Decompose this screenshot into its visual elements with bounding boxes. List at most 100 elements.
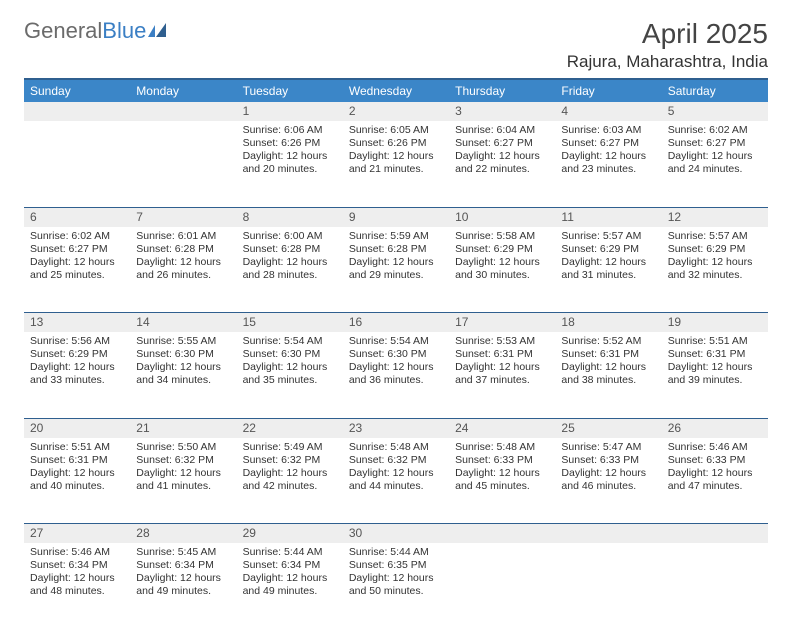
day-details: Sunrise: 5:54 AMSunset: 6:30 PMDaylight:… [237, 332, 343, 394]
day-details: Sunrise: 5:51 AMSunset: 6:31 PMDaylight:… [662, 332, 768, 394]
day-details: Sunrise: 6:02 AMSunset: 6:27 PMDaylight:… [662, 121, 768, 183]
day-cell: Sunrise: 5:48 AMSunset: 6:33 PMDaylight:… [449, 438, 555, 524]
day-content-row: Sunrise: 6:06 AMSunset: 6:26 PMDaylight:… [24, 121, 768, 207]
day-number-cell: 12 [662, 208, 768, 227]
day-content-row: Sunrise: 6:02 AMSunset: 6:27 PM Daylight:… [24, 227, 768, 313]
day-number: 11 [555, 208, 661, 227]
sunset-line: Sunset: 6:33 PM [455, 454, 549, 467]
day-number-cell: 5 [662, 102, 768, 121]
day-number-row: 12345 [24, 102, 768, 121]
day-details: Sunrise: 5:57 AMSunset: 6:29 PMDaylight:… [662, 227, 768, 289]
day-number: 18 [555, 313, 661, 332]
day-number: 17 [449, 313, 555, 332]
day-cell: Sunrise: 5:48 AMSunset: 6:32 PMDaylight:… [343, 438, 449, 524]
day-cell [555, 543, 661, 629]
weekday-header-row: SundayMondayTuesdayWednesdayThursdayFrid… [24, 79, 768, 102]
day-number: 27 [24, 524, 130, 543]
sunset-line: Sunset: 6:34 PM [30, 559, 124, 572]
day-cell: Sunrise: 5:59 AMSunset: 6:28 PMDaylight:… [343, 227, 449, 313]
sunset-line: Sunset: 6:28 PM [243, 243, 337, 256]
daylight-line: Daylight: 12 hours and 41 minutes. [136, 467, 230, 493]
logo-text-1: General [24, 18, 102, 44]
day-number: 3 [449, 102, 555, 121]
daylight-line: Daylight: 12 hours and 28 minutes. [243, 256, 337, 282]
day-cell: Sunrise: 5:50 AMSunset: 6:32 PMDaylight:… [130, 438, 236, 524]
day-number-cell: 8 [237, 208, 343, 227]
daylight-line: Daylight: 12 hours and 23 minutes. [561, 150, 655, 176]
sunset-line: Sunset: 6:31 PM [668, 348, 762, 361]
sunset-line: Sunset: 6:30 PM [349, 348, 443, 361]
day-number-cell [662, 524, 768, 543]
day-number: 8 [237, 208, 343, 227]
day-number-cell [24, 102, 130, 121]
sunrise-line: Sunrise: 6:02 AM [30, 230, 124, 243]
day-cell [24, 121, 130, 207]
daylight-line: Daylight: 12 hours and 49 minutes. [243, 572, 337, 598]
day-cell: Sunrise: 6:00 AMSunset: 6:28 PMDaylight:… [237, 227, 343, 313]
sunrise-line: Sunrise: 6:03 AM [561, 124, 655, 137]
day-number: 21 [130, 419, 236, 438]
title-block: April 2025 Rajura, Maharashtra, India [567, 18, 768, 72]
day-details: Sunrise: 6:01 AMSunset: 6:28 PMDaylight:… [130, 227, 236, 289]
location: Rajura, Maharashtra, India [567, 52, 768, 72]
sunrise-line: Sunrise: 5:44 AM [349, 546, 443, 559]
daylight-line: Daylight: 12 hours and 24 minutes. [668, 150, 762, 176]
sunrise-line: Sunrise: 5:59 AM [349, 230, 443, 243]
day-number-cell: 17 [449, 313, 555, 332]
sunset-line: Sunset: 6:27 PM [668, 137, 762, 150]
day-cell: Sunrise: 6:05 AMSunset: 6:26 PMDaylight:… [343, 121, 449, 207]
day-details: Sunrise: 5:45 AMSunset: 6:34 PMDaylight:… [130, 543, 236, 605]
sunset-line: Sunset: 6:27 PM [30, 243, 124, 256]
daylight-line: Daylight: 12 hours and 30 minutes. [455, 256, 549, 282]
day-number-cell: 9 [343, 208, 449, 227]
sunset-line: Sunset: 6:28 PM [136, 243, 230, 256]
sunrise-line: Sunrise: 5:45 AM [136, 546, 230, 559]
sunrise-line: Sunrise: 5:48 AM [455, 441, 549, 454]
logo-flag-icon [148, 23, 170, 39]
sunset-line: Sunset: 6:31 PM [561, 348, 655, 361]
daylight-line: Daylight: 12 hours and 31 minutes. [561, 256, 655, 282]
day-cell: Sunrise: 5:45 AMSunset: 6:34 PMDaylight:… [130, 543, 236, 629]
daylight-line: Daylight: 12 hours and 34 minutes. [136, 361, 230, 387]
sunset-line: Sunset: 6:27 PM [561, 137, 655, 150]
month-title: April 2025 [567, 18, 768, 50]
day-cell: Sunrise: 5:56 AMSunset: 6:29 PMDaylight:… [24, 332, 130, 418]
day-cell: Sunrise: 5:46 AMSunset: 6:33 PMDaylight:… [662, 438, 768, 524]
day-cell: Sunrise: 5:44 AMSunset: 6:34 PMDaylight:… [237, 543, 343, 629]
day-details: Sunrise: 5:44 AMSunset: 6:34 PMDaylight:… [237, 543, 343, 605]
day-details: Sunrise: 5:46 AMSunset: 6:34 PMDaylight:… [24, 543, 130, 605]
weekday-header: Sunday [24, 79, 130, 102]
day-details: Sunrise: 6:02 AMSunset: 6:27 PMDaylight:… [24, 227, 130, 289]
day-number-cell: 10 [449, 208, 555, 227]
day-number: 1 [237, 102, 343, 121]
sunset-line: Sunset: 6:30 PM [243, 348, 337, 361]
sunrise-line: Sunrise: 5:46 AM [30, 546, 124, 559]
day-cell [130, 121, 236, 207]
sunrise-line: Sunrise: 5:52 AM [561, 335, 655, 348]
day-details: Sunrise: 5:51 AMSunset: 6:31 PMDaylight:… [24, 438, 130, 500]
sunset-line: Sunset: 6:32 PM [349, 454, 443, 467]
day-cell: Sunrise: 6:02 AMSunset: 6:27 PMDaylight:… [662, 121, 768, 207]
sunset-line: Sunset: 6:32 PM [243, 454, 337, 467]
day-number: 29 [237, 524, 343, 543]
calendar-table: SundayMondayTuesdayWednesdayThursdayFrid… [24, 78, 768, 629]
day-number-cell: 26 [662, 419, 768, 438]
sunset-line: Sunset: 6:31 PM [455, 348, 549, 361]
day-number-cell: 13 [24, 313, 130, 332]
day-number-cell: 1 [237, 102, 343, 121]
daylight-line: Daylight: 12 hours and 26 minutes. [136, 256, 230, 282]
day-number: 23 [343, 419, 449, 438]
sunset-line: Sunset: 6:35 PM [349, 559, 443, 572]
day-details: Sunrise: 5:55 AMSunset: 6:30 PMDaylight:… [130, 332, 236, 394]
sunrise-line: Sunrise: 5:47 AM [561, 441, 655, 454]
day-number: 26 [662, 419, 768, 438]
weekday-header: Monday [130, 79, 236, 102]
sunset-line: Sunset: 6:30 PM [136, 348, 230, 361]
day-number-cell: 2 [343, 102, 449, 121]
daylight-line: Daylight: 12 hours and 29 minutes. [349, 256, 443, 282]
day-number-cell: 14 [130, 313, 236, 332]
day-number: 2 [343, 102, 449, 121]
day-number: 14 [130, 313, 236, 332]
day-number: 28 [130, 524, 236, 543]
sunset-line: Sunset: 6:33 PM [668, 454, 762, 467]
